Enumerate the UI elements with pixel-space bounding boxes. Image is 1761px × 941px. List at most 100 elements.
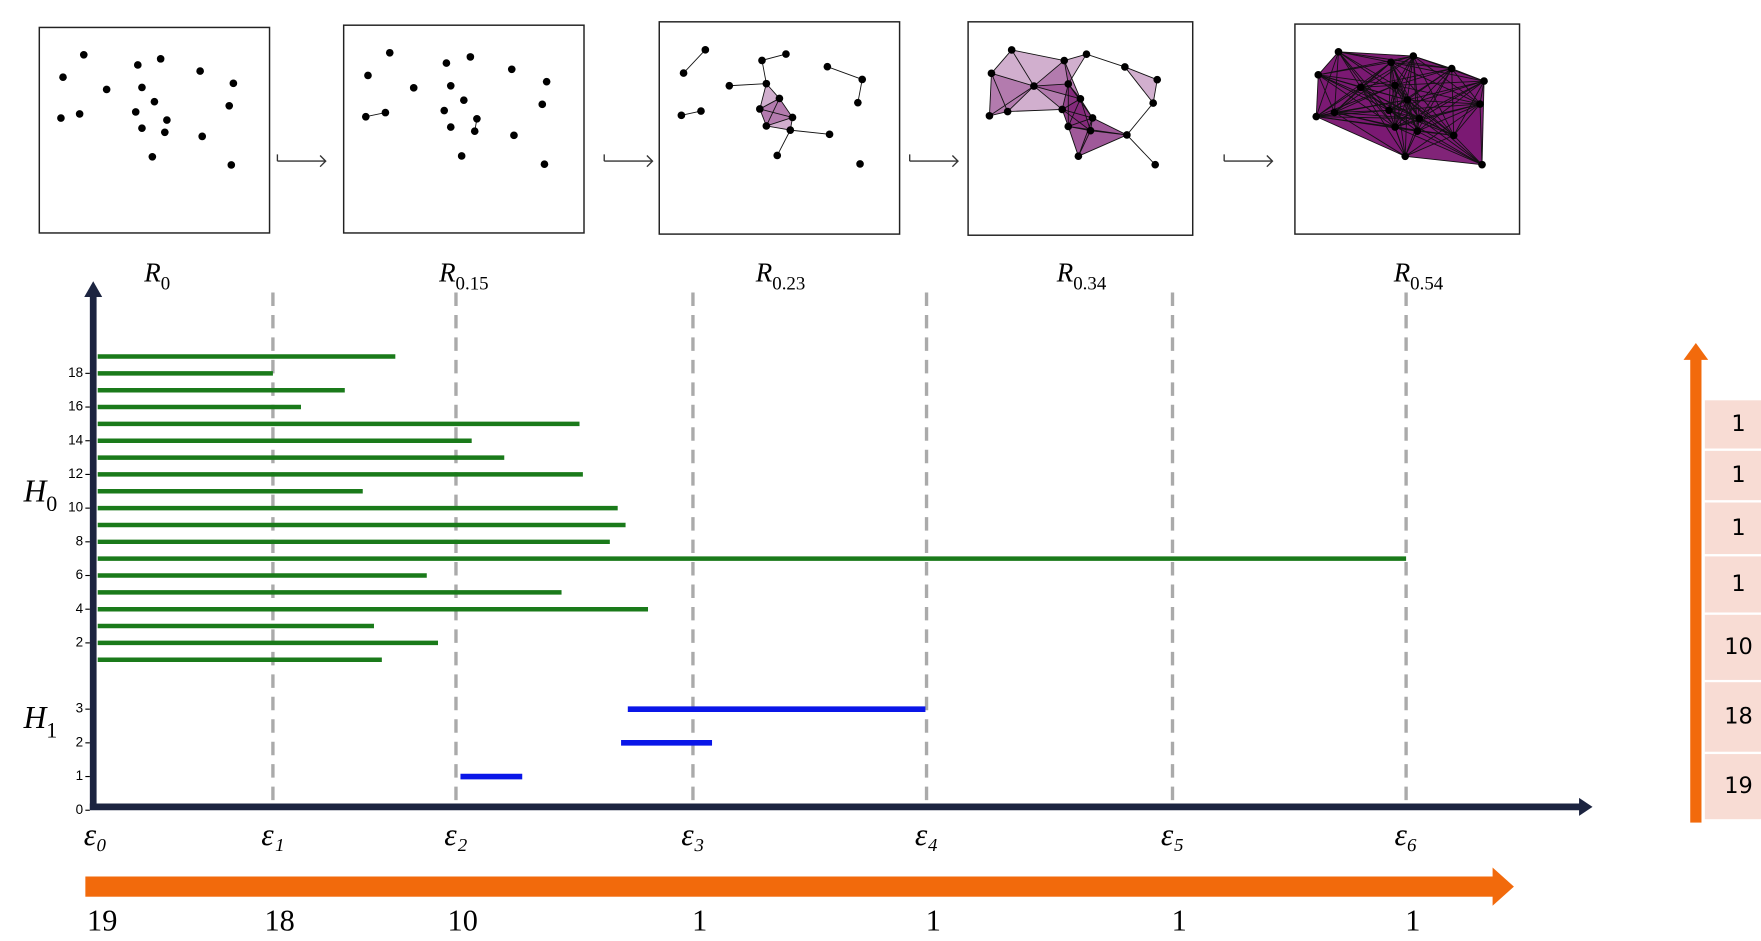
label-sub: 0.15 <box>456 273 489 294</box>
point <box>1357 84 1365 92</box>
point <box>460 96 468 104</box>
label-base: R <box>1393 257 1410 287</box>
y-tick-label: 2 <box>76 734 84 749</box>
y-tick-label: 6 <box>76 567 84 582</box>
side-arrow-head <box>1684 343 1709 360</box>
point <box>1077 95 1085 103</box>
point <box>1089 114 1097 122</box>
x-tick-label: ε₄ <box>915 817 938 852</box>
inclusion-arrow <box>277 154 325 166</box>
point <box>1064 123 1072 131</box>
point <box>510 132 518 140</box>
panel-label: R0.54 <box>1393 257 1444 294</box>
point <box>508 65 516 73</box>
table-value: 10 <box>1724 634 1753 660</box>
point <box>1083 50 1091 58</box>
label-sub: 0.34 <box>1073 273 1107 294</box>
panel-label: R0.15 <box>438 257 488 294</box>
point <box>473 115 481 123</box>
label-base: H <box>23 473 49 508</box>
point <box>163 116 171 124</box>
point <box>1409 52 1417 60</box>
point <box>824 63 832 71</box>
point <box>132 108 140 116</box>
label-sub: 0.23 <box>772 273 805 294</box>
point <box>1403 96 1411 104</box>
point <box>134 61 142 69</box>
point <box>725 82 733 90</box>
point <box>225 102 233 110</box>
point <box>1123 131 1131 139</box>
point <box>1391 81 1399 89</box>
y-tick-label: 12 <box>68 466 83 481</box>
y-tick-label: 2 <box>76 634 84 649</box>
y-tick-label: 1 <box>76 768 84 783</box>
count: 1 <box>926 903 941 937</box>
point <box>198 133 206 141</box>
point <box>538 101 546 109</box>
point <box>386 49 394 57</box>
y-tick-label: 14 <box>68 432 83 447</box>
count: 19 <box>87 903 117 937</box>
point <box>826 131 834 139</box>
point <box>789 114 797 122</box>
x-tick-label: ε₂ <box>444 817 467 852</box>
point <box>1060 57 1068 65</box>
decoration <box>84 154 1708 905</box>
table-value: 1 <box>1731 515 1745 541</box>
inclusion-arrow <box>1224 154 1272 166</box>
table-value: 1 <box>1731 571 1745 597</box>
label-base: R <box>755 257 772 287</box>
point <box>1153 76 1161 84</box>
point <box>149 153 157 161</box>
y-axis-arrow <box>84 281 102 297</box>
point <box>1151 161 1159 169</box>
homology-label: H1 <box>23 700 58 742</box>
x-tick-label: ε₆ <box>1394 817 1417 852</box>
panel-label: R0.23 <box>755 257 805 294</box>
point <box>151 98 159 106</box>
point <box>57 114 65 122</box>
point <box>471 127 479 135</box>
x-tick-label: ε₅ <box>1161 817 1184 852</box>
point <box>1087 127 1095 135</box>
x-tick-label: ε₃ <box>681 817 704 852</box>
point <box>1385 107 1393 115</box>
point <box>1387 58 1395 66</box>
point <box>854 99 862 107</box>
point <box>988 69 996 77</box>
table-value: 1 <box>1731 411 1745 437</box>
point <box>986 112 994 120</box>
diagram: R0R0.15R0.23R0.34R0.54ε₀19ε₁18ε₂10ε₃1ε₄1… <box>0 0 1761 941</box>
y-tick-label: 3 <box>76 701 84 716</box>
point <box>1312 113 1320 121</box>
x-tick-label: ε₁ <box>261 817 284 852</box>
count: 1 <box>1405 903 1420 937</box>
point <box>1476 100 1484 108</box>
point <box>773 152 781 160</box>
point <box>756 105 764 113</box>
point <box>382 109 390 117</box>
point <box>138 124 146 132</box>
point <box>1314 71 1322 79</box>
panel-label: R0 <box>143 257 170 294</box>
point <box>541 160 549 168</box>
count: 10 <box>448 903 478 937</box>
label-sub: 0.54 <box>1410 273 1444 294</box>
point <box>227 161 235 169</box>
point <box>80 51 88 59</box>
point <box>161 128 169 136</box>
point <box>364 72 372 80</box>
panel-label: R0.34 <box>1056 257 1107 294</box>
point <box>76 110 84 118</box>
point <box>1030 82 1038 90</box>
count: 1 <box>1172 903 1187 937</box>
x-tick-label: ε₀ <box>84 817 107 852</box>
point <box>458 152 466 160</box>
point <box>1331 109 1339 117</box>
point <box>1448 65 1456 73</box>
panel-frame <box>344 25 584 233</box>
point <box>447 82 455 90</box>
point <box>702 46 710 54</box>
point <box>59 73 67 81</box>
